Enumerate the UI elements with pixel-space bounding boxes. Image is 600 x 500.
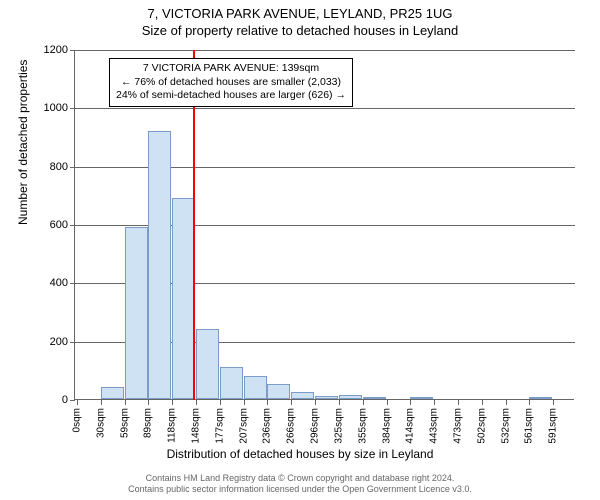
x-tick-label: 207sqm	[238, 408, 249, 444]
y-tick-label: 600	[28, 219, 68, 231]
y-tick	[70, 50, 75, 51]
histogram-bar	[148, 131, 171, 399]
y-tick	[70, 225, 75, 226]
x-tick	[363, 400, 364, 405]
title-line2: Size of property relative to detached ho…	[0, 23, 600, 38]
gridline	[75, 50, 575, 51]
histogram-bar	[196, 329, 219, 399]
x-tick	[196, 400, 197, 405]
y-tick	[70, 283, 75, 284]
x-tick-label: 30sqm	[95, 408, 106, 438]
annotation-line3: 24% of semi-detached houses are larger (…	[116, 89, 346, 103]
x-tick-label: 236sqm	[262, 408, 273, 444]
x-tick-label: 355sqm	[357, 408, 368, 444]
histogram-bar	[363, 397, 386, 399]
x-tick	[434, 400, 435, 405]
y-tick-label: 800	[28, 161, 68, 173]
annotation-box: 7 VICTORIA PARK AVENUE: 139sqm← 76% of d…	[109, 58, 353, 107]
x-tick-label: 89sqm	[143, 408, 154, 438]
x-tick	[339, 400, 340, 405]
x-tick-label: 296sqm	[310, 408, 321, 444]
histogram-bar	[315, 396, 338, 399]
y-tick	[70, 167, 75, 168]
histogram-bar	[244, 376, 267, 399]
x-tick-label: 59sqm	[119, 408, 130, 438]
x-tick-label: 325sqm	[333, 408, 344, 444]
histogram-bar	[220, 367, 243, 399]
x-tick	[482, 400, 483, 405]
histogram-bar	[125, 227, 148, 399]
x-tick-label: 414sqm	[405, 408, 416, 444]
x-tick-label: 177sqm	[214, 408, 225, 444]
x-axis-label: Distribution of detached houses by size …	[0, 447, 600, 461]
x-tick	[506, 400, 507, 405]
x-tick-label: 118sqm	[167, 408, 178, 443]
x-tick-label: 0sqm	[72, 408, 83, 432]
x-tick	[77, 400, 78, 405]
x-tick	[315, 400, 316, 405]
x-tick	[267, 400, 268, 405]
y-tick	[70, 400, 75, 401]
y-tick	[70, 342, 75, 343]
histogram-bar	[101, 387, 124, 399]
x-tick	[387, 400, 388, 405]
histogram-bar	[291, 392, 314, 399]
title-line1: 7, VICTORIA PARK AVENUE, LEYLAND, PR25 1…	[0, 0, 600, 21]
y-axis-label: Number of detached properties	[16, 60, 30, 225]
attribution-line2: Contains public sector information licen…	[0, 484, 600, 496]
histogram-bar	[339, 395, 362, 399]
plot: 0200400600800100012000sqm30sqm59sqm89sqm…	[74, 50, 574, 400]
y-tick-label: 1000	[28, 102, 68, 114]
x-tick-label: 266sqm	[286, 408, 297, 444]
x-tick	[410, 400, 411, 405]
histogram-bar	[267, 384, 290, 399]
x-tick	[529, 400, 530, 405]
histogram-bar	[410, 397, 433, 399]
x-tick	[125, 400, 126, 405]
histogram-bar	[529, 397, 552, 399]
y-tick-label: 200	[28, 336, 68, 348]
x-tick-label: 591sqm	[548, 408, 559, 444]
y-tick-label: 0	[28, 394, 68, 406]
x-tick-label: 561sqm	[524, 408, 535, 444]
histogram-bar	[172, 198, 195, 399]
gridline	[75, 108, 575, 109]
x-tick	[172, 400, 173, 405]
y-tick	[70, 108, 75, 109]
x-tick-label: 473sqm	[452, 408, 463, 444]
x-tick	[458, 400, 459, 405]
x-tick	[220, 400, 221, 405]
x-tick	[291, 400, 292, 405]
y-tick-label: 1200	[28, 44, 68, 56]
x-tick-label: 148sqm	[191, 408, 202, 444]
x-tick-label: 532sqm	[500, 408, 511, 444]
x-tick-label: 502sqm	[476, 408, 487, 444]
attribution-line1: Contains HM Land Registry data © Crown c…	[0, 473, 600, 485]
x-tick	[148, 400, 149, 405]
x-tick	[553, 400, 554, 405]
x-tick-label: 384sqm	[381, 408, 392, 444]
annotation-line1: 7 VICTORIA PARK AVENUE: 139sqm	[116, 62, 346, 76]
y-tick-label: 400	[28, 277, 68, 289]
chart-area: 0200400600800100012000sqm30sqm59sqm89sqm…	[74, 50, 574, 400]
x-tick	[244, 400, 245, 405]
attribution: Contains HM Land Registry data © Crown c…	[0, 473, 600, 496]
annotation-line2: ← 76% of detached houses are smaller (2,…	[116, 76, 346, 90]
x-tick-label: 443sqm	[429, 408, 440, 444]
x-tick	[101, 400, 102, 405]
